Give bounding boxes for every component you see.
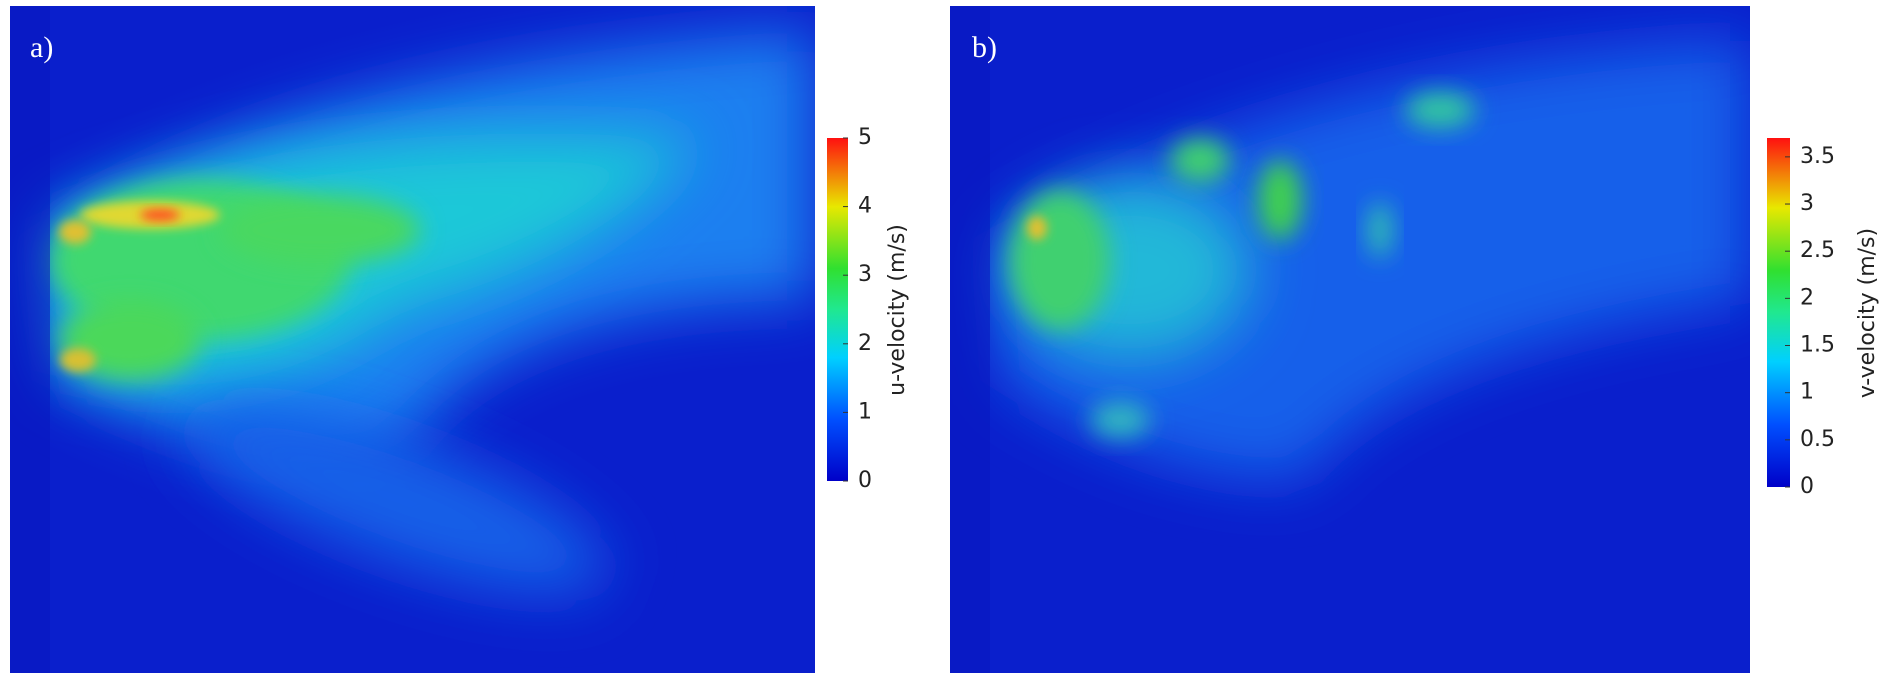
figure: a) b) u-velocity (m/s) v-velocity (m/s) …: [0, 0, 1885, 675]
colorbar-tick-label: 2: [858, 331, 872, 356]
colorbar-tick-label: 0: [1800, 474, 1814, 499]
colorbar-tick-label: 1.5: [1800, 333, 1835, 358]
colorbar: [827, 138, 848, 481]
colorbar: [1767, 138, 1790, 487]
panel-label: b): [972, 31, 997, 64]
colorbar-title: v-velocity (m/s): [1855, 228, 1880, 398]
colorbar-tick-label: 2: [1800, 285, 1814, 310]
panel-label: a): [30, 31, 53, 64]
field-a: a): [10, 6, 815, 673]
field-b: b): [950, 6, 1750, 673]
colorbar-tick-label: 4: [858, 194, 872, 219]
colorbar-tick-label: 1: [858, 399, 872, 424]
colorbar-tick-label: 0.5: [1800, 427, 1835, 452]
colorbar-tick-label: 0: [858, 468, 872, 493]
colorbar-tick-label: 3: [858, 262, 872, 287]
colorbar-tick-label: 1: [1800, 380, 1814, 405]
colorbar-tick-label: 5: [858, 125, 872, 150]
colorbar-title: u-velocity (m/s): [885, 224, 910, 396]
colorbar-tick-label: 3.5: [1800, 144, 1835, 169]
colorbar-tick-label: 2.5: [1800, 238, 1835, 263]
colorbar-tick-label: 3: [1800, 191, 1814, 216]
